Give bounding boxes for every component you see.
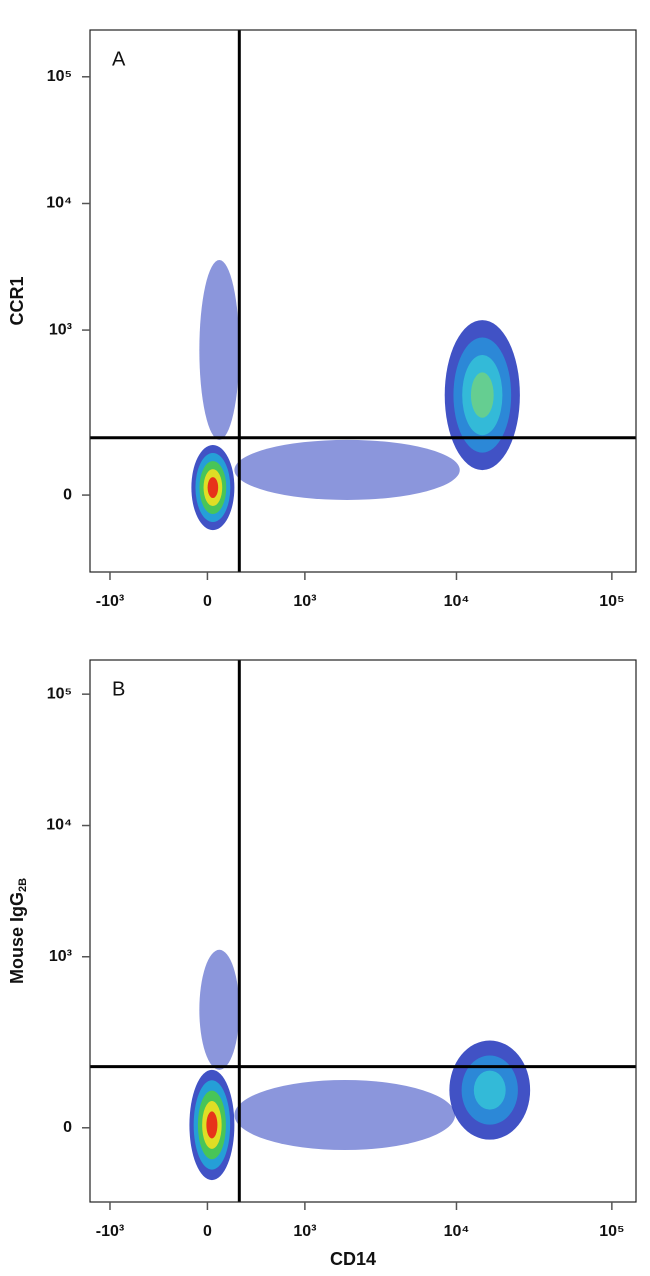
panel: -10³ 0 10³ 10⁴ 10⁵ 0 10³ 10⁴ 10⁵ B CD14 Mouse IgG2B [7, 659, 637, 1269]
x-tick-label: 10³ [293, 1223, 316, 1240]
population-density [199, 949, 240, 1070]
y-tick-label: 10⁵ [47, 68, 72, 85]
panel-label: B [112, 678, 125, 700]
plot-frame [89, 659, 637, 1203]
population-density [206, 1111, 218, 1139]
y-tick-label: 0 [63, 1119, 72, 1136]
y-tick-label: 0 [63, 486, 72, 503]
population-density [473, 1070, 506, 1110]
y-axis-label: Mouse IgG2B [7, 878, 29, 984]
population-density [470, 372, 494, 418]
population-density [207, 477, 219, 498]
y-axis-label: CCR1 [7, 276, 27, 325]
y-tick-label: 10³ [49, 948, 72, 965]
y-axis-label-text: Mouse IgG [7, 892, 27, 984]
x-axis-label: CD14 [330, 1249, 376, 1269]
y-tick-label: 10⁵ [47, 685, 72, 702]
y-tick-label: 10⁴ [46, 817, 72, 834]
x-tick-label: 10⁴ [444, 1223, 470, 1240]
population-density [199, 260, 240, 440]
x-tick-label: 10⁵ [599, 593, 624, 610]
x-tick-label: 10⁵ [599, 1223, 624, 1240]
y-tick-label: 10⁴ [46, 195, 72, 212]
x-tick-label: 10⁴ [444, 593, 470, 610]
panel-label: A [112, 48, 126, 70]
population-density [234, 439, 460, 501]
plot-area [191, 260, 520, 531]
population-density [234, 1079, 456, 1151]
x-tick-label: -10³ [96, 593, 124, 610]
panel: -10³ 0 10³ 10⁴ 10⁵ 0 10³ 10⁴ 10⁵ A CCR1 [7, 29, 637, 610]
y-axis-label-text: CCR1 [7, 276, 27, 325]
x-tick-label: 10³ [293, 593, 316, 610]
y-axis-label-subscript: 2B [17, 878, 29, 892]
x-tick-label: -10³ [96, 1223, 124, 1240]
y-tick-label: 10³ [49, 321, 72, 338]
x-tick-label: 0 [203, 1223, 212, 1240]
x-tick-label: 0 [203, 593, 212, 610]
plot-frame [89, 29, 637, 573]
